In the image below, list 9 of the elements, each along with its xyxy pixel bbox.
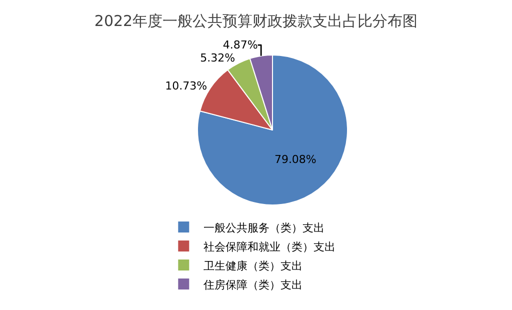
legend-label: 社会保障和就业（类）支出 <box>204 240 336 254</box>
data-label: 10.73% <box>165 80 208 93</box>
legend-label: 住房保障（类）支出 <box>204 278 303 292</box>
legend-label: 一般公共服务（类）支出 <box>204 221 325 234</box>
data-label: 5.32% <box>200 52 236 65</box>
data-label: 4.87% <box>222 38 258 52</box>
legend-label: 卫生健康（类）支出 <box>204 259 303 272</box>
data-label: 79.08% <box>274 153 316 166</box>
chart-title: 2022年度一般公共预算财政拨款支出占比分布图 <box>94 12 418 30</box>
